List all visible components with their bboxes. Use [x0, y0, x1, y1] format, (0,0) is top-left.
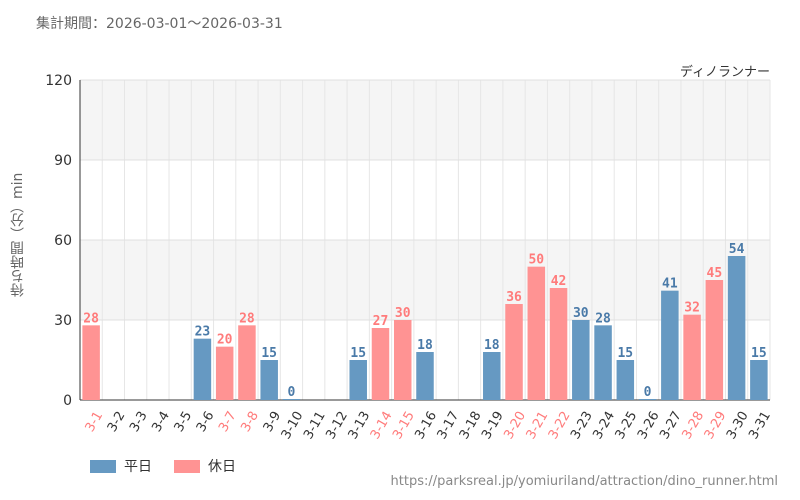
bar — [549, 288, 568, 400]
bar-value-label: 28 — [83, 311, 99, 326]
legend-label-holiday: 休日 — [208, 459, 236, 475]
bar — [505, 304, 523, 400]
x-tick-label: 3-3 — [127, 409, 151, 435]
x-tick-label: 3-5 — [172, 409, 196, 435]
bar-value-label: 18 — [484, 338, 500, 353]
bar — [483, 352, 501, 400]
bar — [683, 314, 701, 400]
bar — [282, 399, 301, 400]
bar-value-label: 20 — [217, 333, 233, 348]
x-tick-label: 3-7 — [216, 409, 240, 435]
bar — [349, 360, 367, 400]
x-tick-label: 3-22 — [546, 409, 574, 442]
bar — [527, 266, 546, 400]
y-tick-label: 60 — [54, 233, 72, 249]
y-tick-label: 120 — [45, 73, 72, 89]
x-tick-label: 3-26 — [635, 409, 663, 442]
bar-value-label: 41 — [662, 277, 678, 292]
bar-value-label: 18 — [417, 338, 433, 353]
x-tick-label: 3-21 — [524, 409, 552, 442]
bar — [727, 256, 746, 400]
bar — [82, 325, 100, 400]
grid-band — [80, 240, 770, 320]
x-tick-label: 3-1 — [83, 409, 107, 435]
x-tick-label: 3-11 — [301, 409, 329, 442]
x-tick-label: 3-24 — [590, 409, 618, 442]
x-tick-label: 3-2 — [105, 409, 129, 435]
bar-value-label: 27 — [373, 314, 389, 329]
bar — [594, 325, 612, 400]
bar-value-label: 15 — [350, 346, 366, 361]
bar — [616, 360, 635, 400]
bar — [750, 360, 768, 400]
attraction-name: ディノランナー — [679, 65, 770, 80]
x-tick-label: 3-14 — [368, 409, 396, 442]
bar — [705, 280, 724, 400]
bar-value-label: 0 — [644, 385, 652, 400]
legend: 平日 休日 — [90, 456, 236, 476]
bar — [193, 338, 212, 400]
y-tick-label: 30 — [54, 313, 72, 329]
legend-swatch-holiday — [174, 459, 200, 473]
x-tick-label: 3-18 — [457, 409, 485, 442]
x-tick-label: 3-12 — [323, 409, 351, 442]
source-url[interactable]: https://parksreal.jp/yomiuriland/attract… — [390, 474, 778, 489]
bar-value-label: 42 — [551, 274, 567, 289]
grid-band — [80, 160, 770, 240]
bar-value-label: 45 — [707, 266, 723, 281]
period-label: 集計期間：2026-03-01～2026-03-31 — [36, 16, 283, 32]
bar-value-label: 15 — [751, 346, 767, 361]
bar — [416, 352, 434, 400]
legend-item-weekday: 平日 — [90, 456, 152, 476]
legend-item-holiday: 休日 — [174, 456, 236, 476]
bar — [661, 290, 679, 400]
x-tick-label: 3-23 — [568, 409, 596, 442]
bar-value-label: 23 — [195, 325, 211, 340]
bar-value-label: 30 — [573, 306, 589, 321]
bar-value-label: 30 — [395, 306, 411, 321]
x-tick-label: 3-31 — [746, 409, 774, 442]
bar-value-label: 50 — [528, 253, 544, 268]
bar-value-label: 15 — [261, 346, 277, 361]
bar — [393, 320, 412, 400]
bar-value-label: 28 — [239, 311, 255, 326]
x-tick-label: 3-4 — [149, 409, 173, 435]
x-tick-label: 3-15 — [390, 409, 418, 442]
y-tick-label: 0 — [63, 393, 72, 409]
bar — [215, 346, 234, 400]
x-tick-label: 3-10 — [279, 409, 307, 442]
bar — [260, 360, 278, 400]
bar-value-label: 15 — [617, 346, 633, 361]
bar-value-label: 36 — [506, 290, 522, 305]
x-tick-label: 3-27 — [657, 409, 685, 442]
grid-band — [80, 80, 770, 160]
legend-label-weekday: 平日 — [124, 459, 152, 475]
bar-value-label: 0 — [288, 385, 296, 400]
x-tick-label: 3-29 — [702, 409, 730, 442]
x-tick-label: 3-20 — [501, 409, 529, 442]
x-tick-label: 3-19 — [479, 409, 507, 442]
x-tick-label: 3-6 — [194, 409, 218, 435]
bar — [371, 328, 390, 400]
bar — [638, 399, 657, 400]
x-tick-label: 3-13 — [346, 409, 374, 442]
x-tick-label: 3-16 — [412, 409, 440, 442]
x-tick-label: 3-8 — [238, 409, 262, 435]
bar-value-label: 32 — [684, 301, 700, 316]
x-tick-label: 3-28 — [679, 409, 707, 442]
bar-value-label: 28 — [595, 311, 611, 326]
bar-value-label: 54 — [729, 242, 745, 257]
bar — [238, 325, 256, 400]
legend-swatch-weekday — [90, 459, 116, 473]
bar — [572, 320, 590, 400]
x-tick-label: 3-17 — [435, 409, 463, 442]
x-tick-label: 3-30 — [724, 409, 752, 442]
y-tick-label: 90 — [54, 153, 72, 169]
x-tick-label: 3-25 — [613, 409, 641, 442]
